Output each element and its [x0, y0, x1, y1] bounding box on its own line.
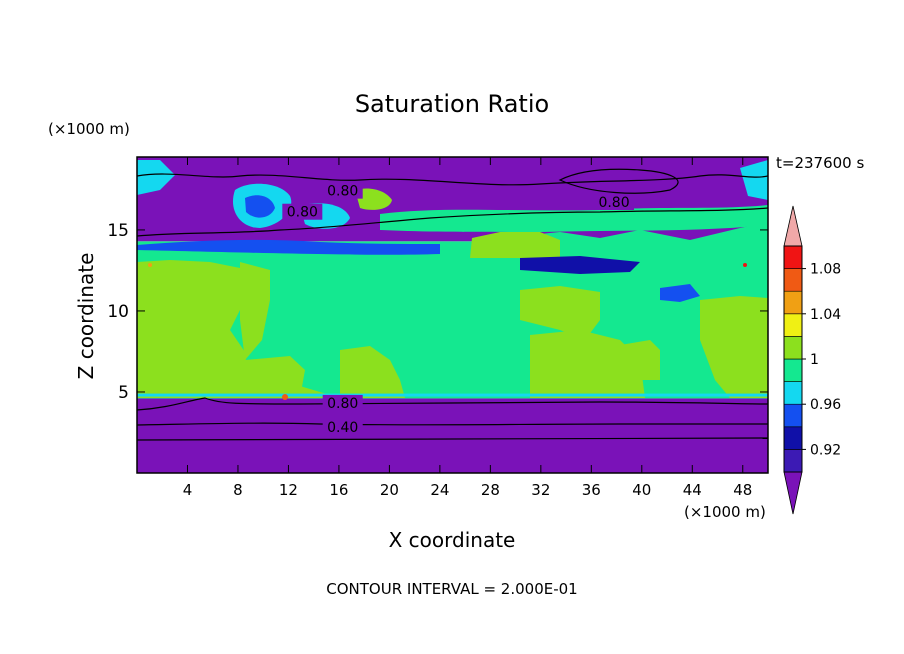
- x-tick-label: 48: [733, 481, 752, 499]
- colorbar-band: [783, 426, 803, 450]
- y-unit-label: (×1000 m): [48, 120, 130, 138]
- plot-area: 0.80 0.80 0.80 0.80 0.40: [137, 157, 768, 473]
- heatmap-detail: 0.80 0.80 0.80 0.80 0.40: [137, 160, 768, 441]
- speckle-orange: [148, 263, 152, 267]
- time-label: t=237600 s: [776, 154, 864, 172]
- cloud-mass-center: [340, 346, 405, 398]
- y-axis-label: Z coordinate: [74, 253, 98, 380]
- colorbar-band: [783, 268, 803, 292]
- upper-blob-left: [137, 160, 175, 195]
- speckle-warm: [282, 394, 288, 400]
- x-tick-label: 4: [183, 481, 193, 499]
- colorbar-band: [783, 403, 803, 428]
- cloud-mass-left: [137, 260, 250, 398]
- moist-band-upper: [137, 239, 440, 255]
- contour-label: 0.40: [327, 420, 358, 436]
- cloud-mass-right-lower: [530, 330, 645, 398]
- colorbar: 0.92 0.96 1 1.04 1.08: [783, 205, 841, 515]
- colorbar-label: 0.96: [810, 397, 841, 413]
- cloud-mass-left-upper: [240, 262, 270, 360]
- colorbar-band: [783, 313, 803, 337]
- contour-label: 0.80: [287, 205, 318, 221]
- region-lower-dry-layer: [137, 398, 768, 473]
- green-patch: [470, 232, 560, 258]
- x-axis-label: X coordinate: [389, 528, 516, 552]
- x-tick-label: 8: [233, 481, 243, 499]
- contour-line-040: [137, 422, 768, 426]
- x-tick-label: 44: [683, 481, 702, 499]
- y-tick-label: 15: [107, 221, 129, 241]
- upper-blob-right: [740, 160, 768, 200]
- colorbar-band: [783, 358, 803, 382]
- colorbar-band: [783, 245, 803, 269]
- contour-label-bg: [322, 394, 363, 411]
- colorbar-label: 1.08: [810, 262, 841, 278]
- contour-label: 0.80: [327, 184, 358, 200]
- cloud-mass-center-right: [520, 286, 600, 340]
- x-tick-label: 16: [329, 481, 348, 499]
- contour-label-bg: [322, 182, 363, 199]
- colorbar-over-triangle: [783, 205, 803, 247]
- contour-interval-footer: CONTOUR INTERVAL = 2.000E-01: [326, 580, 577, 598]
- y-axis: 5 10 15: [107, 221, 768, 403]
- x-tick-label: 24: [430, 481, 449, 499]
- contour-label: 0.80: [327, 396, 358, 412]
- colorbar-under-triangle: [783, 471, 803, 515]
- contour-line-080-top: [137, 173, 768, 186]
- cloud-base-edge: [137, 393, 768, 397]
- dry-streak-right: [520, 256, 640, 274]
- colorbar-band: [783, 336, 803, 360]
- cloud-base-left: [137, 376, 340, 398]
- colorbar-band: [783, 381, 803, 405]
- contour-label: 0.80: [598, 195, 629, 211]
- plot-frame: [136, 156, 769, 474]
- speckle-red: [743, 263, 747, 267]
- x-axis: 4 8 12 16 20 24 28 32 36 40 44 48: [183, 157, 752, 499]
- y-tick-label: 5: [118, 383, 129, 403]
- x-tick-label: 32: [531, 481, 550, 499]
- cloud-mass-far-right: [700, 296, 768, 398]
- upper-blob-b: [355, 188, 392, 210]
- colorbar-band: [783, 449, 803, 473]
- cloud-mass-right-small: [620, 340, 660, 380]
- x-tick-label: 28: [481, 481, 500, 499]
- contour-line-closed: [558, 168, 679, 194]
- x-tick-label: 40: [632, 481, 651, 499]
- colorbar-label: 1.04: [810, 307, 841, 323]
- colorbar-label: 0.92: [810, 442, 841, 458]
- dry-blob-right: [660, 284, 700, 302]
- x-unit-label: (×1000 m): [684, 503, 766, 521]
- contour-label-bg: [322, 419, 363, 436]
- x-tick-label: 36: [582, 481, 601, 499]
- contour-line-080-lower: [137, 397, 768, 411]
- colorbar-label: 1: [810, 352, 819, 368]
- x-tick-label: 20: [380, 481, 399, 499]
- colorbar-band: [783, 290, 803, 315]
- y-tick-label: 10: [107, 302, 129, 322]
- upper-blob-a-core: [245, 195, 275, 218]
- contour-label-bg: [282, 203, 323, 220]
- contour-line-080-mid: [137, 207, 768, 237]
- moist-band-top: [380, 205, 768, 232]
- contour-label-bg: [594, 193, 635, 210]
- contour-line-020: [137, 437, 768, 441]
- chart-title: Saturation Ratio: [355, 90, 549, 118]
- x-tick-label: 12: [279, 481, 298, 499]
